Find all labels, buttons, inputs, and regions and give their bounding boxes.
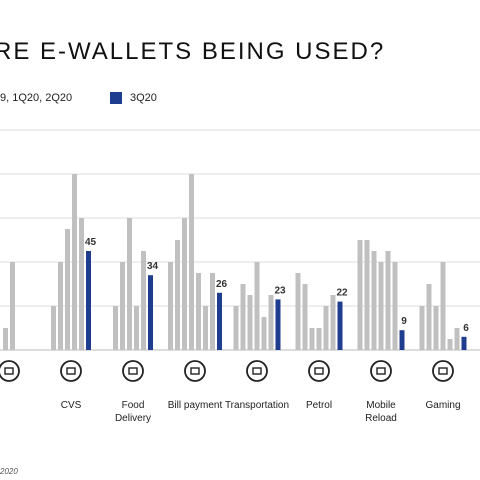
gamepad-icon-glyph [438,367,448,375]
delivery-scooter-icon-glyph [128,367,138,375]
store-icon [60,360,82,382]
bar-previous [134,306,139,350]
bar-previous [203,306,208,350]
legend-label-3q20: 3Q20 [130,92,157,104]
data-label: 34 [147,261,159,272]
bar-previous [58,262,63,350]
bill-receipt-icon-glyph [190,367,200,375]
category-label: Bill payment [168,400,223,411]
bar-previous [357,240,363,350]
delivery-scooter-icon [122,360,144,382]
bar-3q20 [148,275,153,350]
bar-previous [392,262,398,350]
bar-3q20 [275,299,281,350]
bar-previous [168,262,173,350]
bar-previous [440,262,446,350]
bar-previous [371,251,377,350]
category-label: Reload [365,413,397,424]
bar-previous [364,240,370,350]
bar-previous [182,218,187,350]
mobile-phone-icon [370,360,392,382]
data-label: 45 [85,237,97,248]
category-label: Gaming [425,400,460,411]
bar-previous [419,306,425,350]
bar-previous [3,328,8,350]
bar-3q20 [461,336,467,350]
bar-previous [447,339,453,350]
category-label: Delivery [115,413,151,424]
bar-previous [433,306,439,350]
bar-previous [240,284,246,350]
bar-previous [302,284,308,350]
footnote: 2020 [0,467,18,476]
bar-previous [10,262,15,350]
bar-previous [330,295,336,350]
legend-swatch-3q20 [110,92,122,104]
bar-previous [247,295,253,350]
atm-icon [0,360,20,382]
bar-previous [323,306,329,350]
bar-previous [79,218,84,350]
bar-previous [426,284,432,350]
atm-icon-glyph [4,367,14,375]
bill-receipt-icon [184,360,206,382]
data-label: 9 [401,316,407,327]
chart-title: RE E-WALLETS BEING USED? [0,38,386,65]
car-icon [246,360,268,382]
bar-3q20 [337,301,343,350]
fuel-pump-icon-glyph [314,367,324,375]
data-label: 6 [463,323,469,334]
bar-3q20 [86,251,91,350]
bar-previous [51,306,56,350]
car-icon-glyph [252,367,262,375]
bar-previous [268,295,274,350]
bar-previous [385,251,391,350]
category-label: Petrol [306,400,332,411]
bar-3q20 [399,330,405,350]
bar-previous [120,262,125,350]
bar-previous [316,328,322,350]
mobile-phone-icon-glyph [376,367,386,375]
bar-previous [378,262,384,350]
bar-previous [113,306,118,350]
bar-previous [309,328,315,350]
bar-previous [72,174,77,350]
category-label: Mobile [366,400,396,411]
fuel-pump-icon [308,360,330,382]
bar-previous [210,273,215,350]
bar-previous [127,218,132,350]
bar-previous [175,240,180,350]
bar-previous [261,317,267,350]
category-label: Transportation [225,400,289,411]
data-label: 22 [336,288,348,299]
category-label: Food [122,400,145,411]
bar-previous [254,262,260,350]
bar-previous [141,251,146,350]
bar-previous [196,273,201,350]
store-icon-glyph [66,367,76,375]
data-label: 26 [216,279,228,290]
gamepad-icon [432,360,454,382]
bar-previous [65,229,70,350]
bar-previous [454,328,460,350]
legend-label-previous: 9, 1Q20, 2Q20 [0,92,73,104]
bar-previous [233,306,239,350]
bar-3q20 [217,292,222,350]
category-label: CVS [61,400,82,411]
bar-previous [189,174,194,350]
data-label: 23 [274,285,286,296]
bar-previous [295,273,301,350]
